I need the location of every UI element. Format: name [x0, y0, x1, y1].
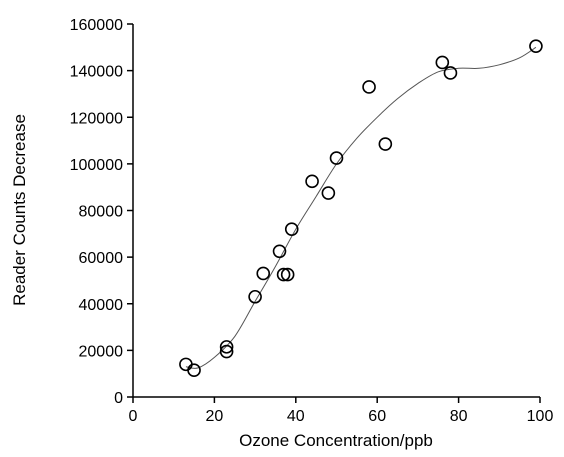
data-point — [187, 363, 201, 377]
data-point — [276, 267, 291, 282]
data-point — [219, 344, 234, 359]
data-point — [443, 66, 458, 80]
data-point — [256, 266, 271, 281]
y-tick-label: 100000 — [70, 157, 123, 174]
x-tick-label: 80 — [450, 408, 468, 425]
x-axis-title: Ozone Concentration/ppb — [239, 431, 433, 450]
y-axis-title: Reader Counts Decrease — [10, 114, 29, 306]
data-point — [280, 267, 295, 282]
data-point — [329, 151, 344, 165]
data-point — [219, 340, 234, 354]
y-tick-label: 40000 — [79, 297, 124, 314]
x-tick-label: 0 — [129, 408, 138, 425]
data-point — [362, 80, 376, 94]
data-point — [378, 137, 393, 151]
data-point — [529, 39, 543, 53]
fit-curve — [185, 46, 537, 369]
y-tick-label: 120000 — [70, 110, 123, 127]
x-tick-label: 60 — [368, 408, 386, 425]
y-tick-label: 20000 — [79, 343, 124, 360]
data-point — [272, 244, 287, 259]
x-tick-label: 20 — [206, 408, 224, 425]
y-ticks: 0 20000 40000 60000 80000 100000 120000 140000 1… — [70, 17, 133, 407]
y-tick-label: 0 — [114, 390, 123, 407]
x-ticks: 0 20 40 60 80 100 — [129, 397, 554, 425]
y-tick-label: 160000 — [70, 17, 123, 34]
data-point — [321, 186, 336, 200]
y-tick-label: 140000 — [70, 64, 123, 81]
y-tick-label: 60000 — [79, 250, 124, 267]
data-point — [284, 222, 299, 236]
x-tick-label: 40 — [287, 408, 305, 425]
data-point — [248, 289, 262, 304]
plot-area — [179, 39, 543, 377]
y-tick-label: 80000 — [79, 204, 124, 221]
data-point — [179, 357, 193, 372]
data-point — [305, 174, 319, 189]
x-tick-label: 100 — [527, 408, 554, 425]
data-point — [435, 55, 450, 70]
axes — [132, 24, 540, 398]
